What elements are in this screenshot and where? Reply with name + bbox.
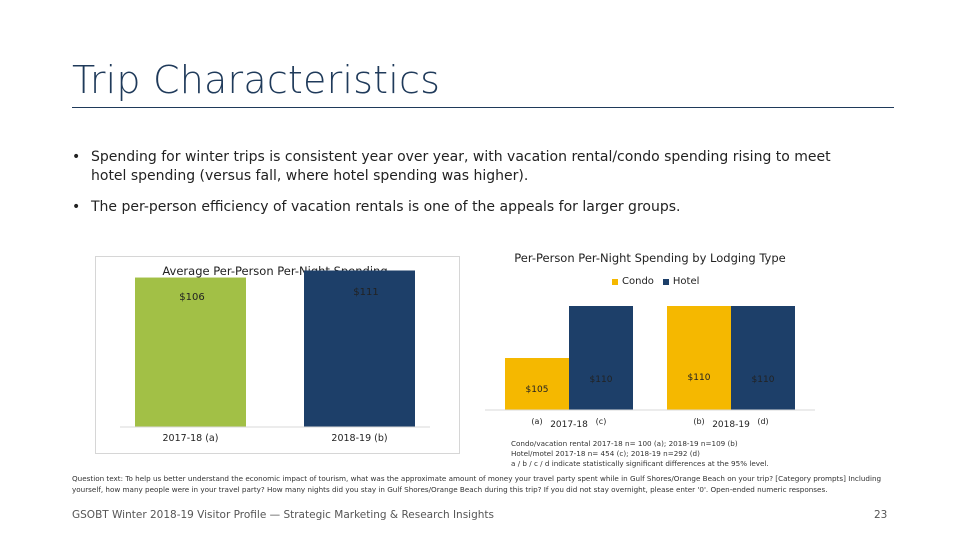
data-label: $110 <box>590 375 613 385</box>
overall-chart-frame <box>95 256 460 454</box>
slide-title: Trip Characteristics <box>72 58 441 102</box>
category-label: 2018-19 <box>712 420 750 430</box>
chart-title: Per-Person Per-Night Spending by Lodging… <box>514 251 786 265</box>
significance-label: (d) <box>757 417 768 426</box>
legend-swatch-hotel <box>662 278 669 285</box>
significance-label: (c) <box>596 417 607 426</box>
page-number: 23 <box>874 509 888 521</box>
footer-text: GSOBT Winter 2018-19 Visitor Profile — S… <box>72 509 495 521</box>
data-label: $111 <box>353 287 378 298</box>
category-label: 2018-19 (b) <box>331 433 387 444</box>
chart-legend: Condo Hotel <box>612 276 699 287</box>
legend-label-condo: Condo <box>622 276 654 287</box>
bullet-list: • Spending for winter trips is consisten… <box>72 148 852 229</box>
bar-2 <box>304 270 415 427</box>
significance-label: (b) <box>693 417 704 426</box>
sample-notes: Condo/vacation rental 2017-18 n= 100 (a)… <box>511 439 871 469</box>
bullet-symbol: • <box>72 199 81 215</box>
note-line: Hotel/motel 2017-18 n= 454 (c); 2018-19 … <box>511 449 700 458</box>
category-label: 2017-18 <box>550 420 588 430</box>
bullet-text: The per-person efficiency of vacation re… <box>91 199 681 215</box>
bullet-item: • The per-person efficiency of vacation … <box>72 198 852 217</box>
note-line: Condo/vacation rental 2017-18 n= 100 (a)… <box>511 439 738 448</box>
bar-hotel-2 <box>731 306 795 410</box>
bar-1 <box>135 277 246 427</box>
bullet-text: Spending for winter trips is consistent … <box>91 149 831 184</box>
question-text: Question text: To help us better underst… <box>72 474 882 494</box>
bullet-symbol: • <box>72 149 81 165</box>
significance-label: (a) <box>531 417 542 426</box>
legend-label-hotel: Hotel <box>672 276 700 287</box>
data-label: $110 <box>688 373 711 383</box>
data-label: $106 <box>179 292 204 303</box>
data-label: $105 <box>526 385 549 395</box>
legend-item-condo: Condo <box>612 276 654 287</box>
note-line: a / b / c / d indicate statistically sig… <box>511 459 769 468</box>
bar-hotel-1 <box>569 306 633 410</box>
bullet-item: • Spending for winter trips is consisten… <box>72 148 852 186</box>
data-label: $110 <box>752 375 775 385</box>
legend-swatch-condo <box>612 278 618 285</box>
legend-item-hotel: Hotel <box>662 276 700 287</box>
category-label: 2017-18 (a) <box>163 433 219 444</box>
bar-condo-2 <box>667 306 731 410</box>
title-divider <box>72 107 894 108</box>
bar-condo-1 <box>505 358 569 410</box>
